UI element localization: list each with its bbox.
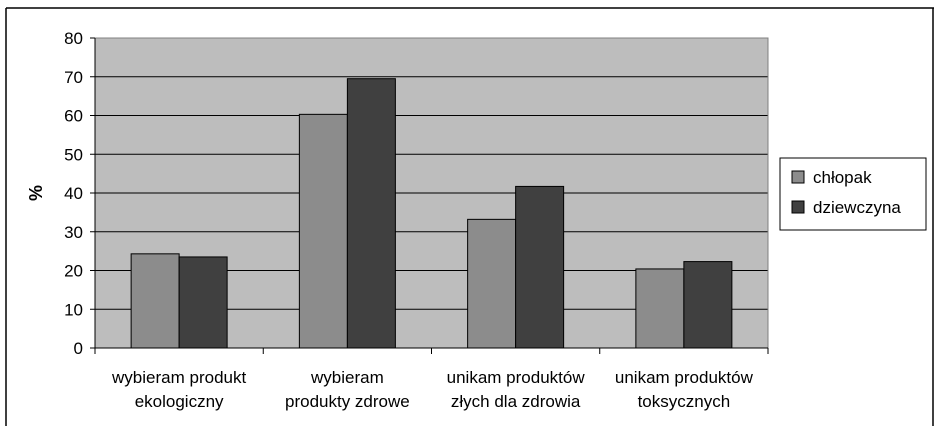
- y-tick-label: 30: [64, 223, 83, 242]
- y-axis-label: %: [26, 185, 46, 201]
- bar-dziewczyna-2: [515, 185, 565, 349]
- legend-box: [779, 157, 927, 231]
- legend-swatch-dziewczyna: [791, 200, 805, 214]
- bar-dziewczyna-3: [683, 261, 733, 349]
- bar-dziewczyna-1: [346, 78, 396, 349]
- legend-swatch-chłopak: [791, 170, 805, 184]
- x-tick-label: wybieram produkt ekologiczny: [111, 368, 246, 411]
- x-tick-label: wybieram produkty zdrowe: [285, 368, 410, 411]
- x-tick-label: unikam produktów złych dla zdrowia: [447, 368, 586, 411]
- x-axis: wybieram produkt ekologiczny wybieram produ…: [94, 347, 769, 411]
- y-tick-label: 40: [64, 184, 83, 203]
- y-tick-label: 80: [64, 29, 83, 48]
- y-axis: 0 10 20 30 40 50 60 70 80: [64, 29, 96, 358]
- bar-chłopak-2: [467, 218, 517, 349]
- y-tick-label: 60: [64, 107, 83, 126]
- bar-dziewczyna-0: [178, 256, 228, 349]
- y-tick-label: 0: [74, 339, 83, 358]
- bar-chłopak-0: [130, 253, 180, 349]
- plot-area: [94, 37, 769, 349]
- y-tick-label: 10: [64, 300, 83, 319]
- y-tick-label: 50: [64, 145, 83, 164]
- legend: chłopak dziewczyna: [779, 157, 927, 231]
- legend-label-chłopak: chłopak: [813, 168, 872, 187]
- legend-label-dziewczyna: dziewczyna: [813, 198, 901, 217]
- x-tick-label: unikam produktów toksycznych: [615, 368, 754, 411]
- bar-chłopak-3: [635, 268, 685, 349]
- y-tick-label: 70: [64, 68, 83, 87]
- y-tick-label: 20: [64, 262, 83, 281]
- bar-chłopak-1: [298, 113, 348, 349]
